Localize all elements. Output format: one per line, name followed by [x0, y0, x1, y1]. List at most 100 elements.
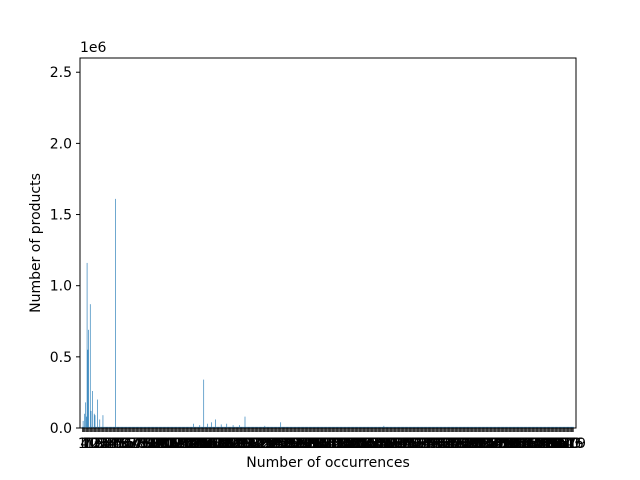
bar — [297, 426, 299, 428]
bar — [395, 426, 397, 428]
bar — [439, 426, 440, 428]
bar — [446, 426, 447, 428]
x-tick-label: 307 — [312, 436, 339, 452]
x-tick-label: 148 — [186, 436, 213, 452]
bar — [412, 426, 414, 428]
bar — [139, 426, 140, 428]
bar — [299, 426, 301, 428]
bar — [541, 426, 543, 428]
bar — [381, 426, 382, 428]
x-tick-label: 49 — [111, 436, 129, 452]
x-tick-label: 217 — [240, 436, 267, 452]
bar — [520, 426, 521, 428]
bar — [495, 426, 497, 428]
bar — [436, 426, 438, 428]
bar — [228, 426, 230, 428]
bar — [384, 426, 385, 428]
bar — [408, 426, 410, 428]
bar — [275, 426, 277, 428]
bar — [512, 426, 514, 428]
bar — [193, 423, 194, 428]
bar — [392, 426, 393, 428]
bar — [389, 426, 390, 428]
bar — [218, 426, 220, 428]
bar — [444, 426, 446, 428]
bar — [428, 426, 430, 428]
x-tick-label: 529 — [488, 436, 515, 452]
x-tick-label: 556 — [509, 436, 536, 452]
bar — [405, 426, 407, 428]
x-tick-label: 184 — [214, 436, 241, 452]
bar — [484, 426, 485, 428]
bar — [437, 426, 439, 428]
x-tick-label: 211 — [236, 436, 263, 452]
bar — [555, 426, 557, 428]
x-tick-label: 478 — [447, 436, 474, 452]
bar — [267, 426, 269, 428]
bar — [505, 426, 507, 428]
x-tick-label: 19 — [88, 436, 106, 452]
bar — [109, 426, 111, 428]
x-tick-label: 382 — [371, 436, 398, 452]
bar — [546, 426, 547, 428]
bar — [170, 426, 172, 428]
bar — [416, 426, 417, 428]
bar — [481, 426, 482, 428]
x-tick-label: 520 — [481, 436, 508, 452]
bar — [129, 426, 131, 428]
bar — [393, 426, 394, 428]
bar — [438, 426, 439, 428]
x-tick-label: 421 — [402, 436, 429, 452]
bar — [213, 426, 215, 428]
x-tick-label: 514 — [476, 436, 503, 452]
bar — [114, 426, 116, 428]
bar — [391, 426, 393, 428]
bar — [451, 426, 452, 428]
bar — [486, 426, 488, 428]
bar — [203, 379, 205, 428]
x-tick-label: 259 — [274, 436, 301, 452]
x-tick-label: 46 — [109, 436, 127, 452]
bar — [562, 426, 563, 428]
bar — [273, 426, 274, 428]
bar — [231, 426, 232, 428]
x-tick-label: 355 — [350, 436, 377, 452]
bar — [372, 426, 374, 428]
bar — [458, 426, 459, 428]
bar — [512, 426, 513, 428]
x-tick-label: 559 — [512, 436, 539, 452]
bar — [193, 426, 195, 428]
x-tick-label: 583 — [531, 436, 558, 452]
bar — [115, 198, 116, 428]
bar — [547, 426, 549, 428]
bar — [358, 426, 359, 428]
bar — [365, 426, 366, 428]
bar — [104, 426, 105, 428]
x-tick-label: 187 — [217, 436, 244, 452]
x-tick-label: 385 — [374, 436, 401, 452]
bar — [570, 426, 572, 428]
bar — [370, 426, 372, 428]
bar — [123, 426, 124, 428]
bar — [477, 426, 478, 428]
bar — [301, 426, 303, 428]
bar — [116, 426, 118, 428]
bar — [487, 426, 489, 428]
x-tick-label: 262 — [276, 436, 303, 452]
bar — [180, 426, 182, 428]
bar — [143, 426, 145, 428]
bar — [228, 426, 229, 428]
x-tick-label: 220 — [243, 436, 270, 452]
bar — [535, 426, 537, 428]
x-tick-label: 328 — [328, 436, 355, 452]
bar — [308, 426, 310, 428]
bar — [98, 426, 100, 428]
bar — [155, 426, 157, 428]
bar — [496, 426, 497, 428]
bar — [200, 426, 201, 428]
bar — [504, 426, 506, 428]
bar — [290, 426, 292, 428]
bar — [518, 426, 520, 428]
bar — [108, 426, 109, 428]
bar — [344, 426, 346, 428]
